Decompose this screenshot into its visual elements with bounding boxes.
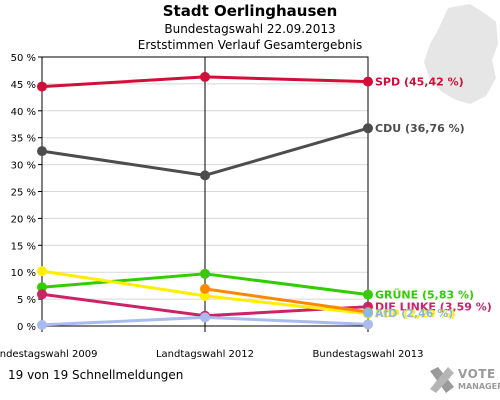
data-point — [200, 71, 210, 82]
data-point — [37, 81, 47, 92]
logo-text-manager: MANAGER — [458, 382, 500, 391]
data-point — [363, 319, 373, 330]
y-tick-label: 0 % — [17, 322, 36, 333]
chart-subtitle-description: Erststimmen Verlauf Gesamtergebnis — [137, 38, 363, 52]
ballot-x-icon — [430, 367, 454, 393]
data-point — [363, 307, 373, 318]
chart-title: Stadt Oerlinghausen — [162, 2, 338, 20]
y-tick-label: 20 % — [11, 214, 36, 225]
data-point — [37, 146, 47, 157]
data-point — [363, 123, 373, 134]
y-tick-label: 45 % — [11, 80, 36, 91]
data-point — [200, 312, 210, 323]
y-tick-label: 30 % — [11, 161, 36, 172]
data-point — [37, 319, 47, 330]
series-end-label: SPD (45,42 %) — [375, 76, 464, 89]
data-point — [200, 170, 210, 181]
y-tick-label: 15 % — [11, 241, 36, 252]
data-point — [363, 76, 373, 87]
chart-subtitle-election: Bundestagswahl 22.09.2013 — [164, 22, 336, 36]
vote-manager-logo: VOTE MANAGER — [428, 365, 500, 397]
data-point — [37, 282, 47, 293]
y-tick-label: 10 % — [11, 268, 36, 279]
series-end-label: GRÜNE (5,83 %) — [375, 288, 474, 302]
logo-text-vote: VOTE — [458, 367, 496, 381]
data-point — [200, 283, 210, 294]
series-end-label: CDU (36,76 %) — [375, 122, 465, 135]
series-line — [204, 287, 369, 314]
series-end-label: AfD (2,46 %) — [375, 307, 453, 320]
plot-frame — [41, 56, 369, 327]
status-text: 19 von 19 Schnellmeldungen — [8, 368, 184, 382]
y-tick-label: 40 % — [11, 107, 36, 118]
y-tick-label: 25 % — [11, 188, 36, 199]
y-tick-label: 35 % — [11, 134, 36, 145]
data-point — [200, 290, 210, 301]
data-point — [363, 289, 373, 300]
x-tick-label: Landtagswahl 2012 — [156, 349, 254, 360]
data-point — [37, 289, 47, 300]
y-tick-label: 5 % — [17, 295, 36, 306]
series-end-label: DIE LINKE (3,59 %) — [375, 301, 492, 314]
data-point — [200, 268, 210, 279]
y-tick-label: 50 % — [11, 53, 36, 64]
x-tick-label: Bundestagswahl 2013 — [313, 349, 424, 360]
data-point — [37, 266, 47, 277]
x-tick-label: Bundestagswahl 2009 — [0, 349, 97, 360]
series-end-label: FDP (2,29 %) — [375, 308, 456, 321]
